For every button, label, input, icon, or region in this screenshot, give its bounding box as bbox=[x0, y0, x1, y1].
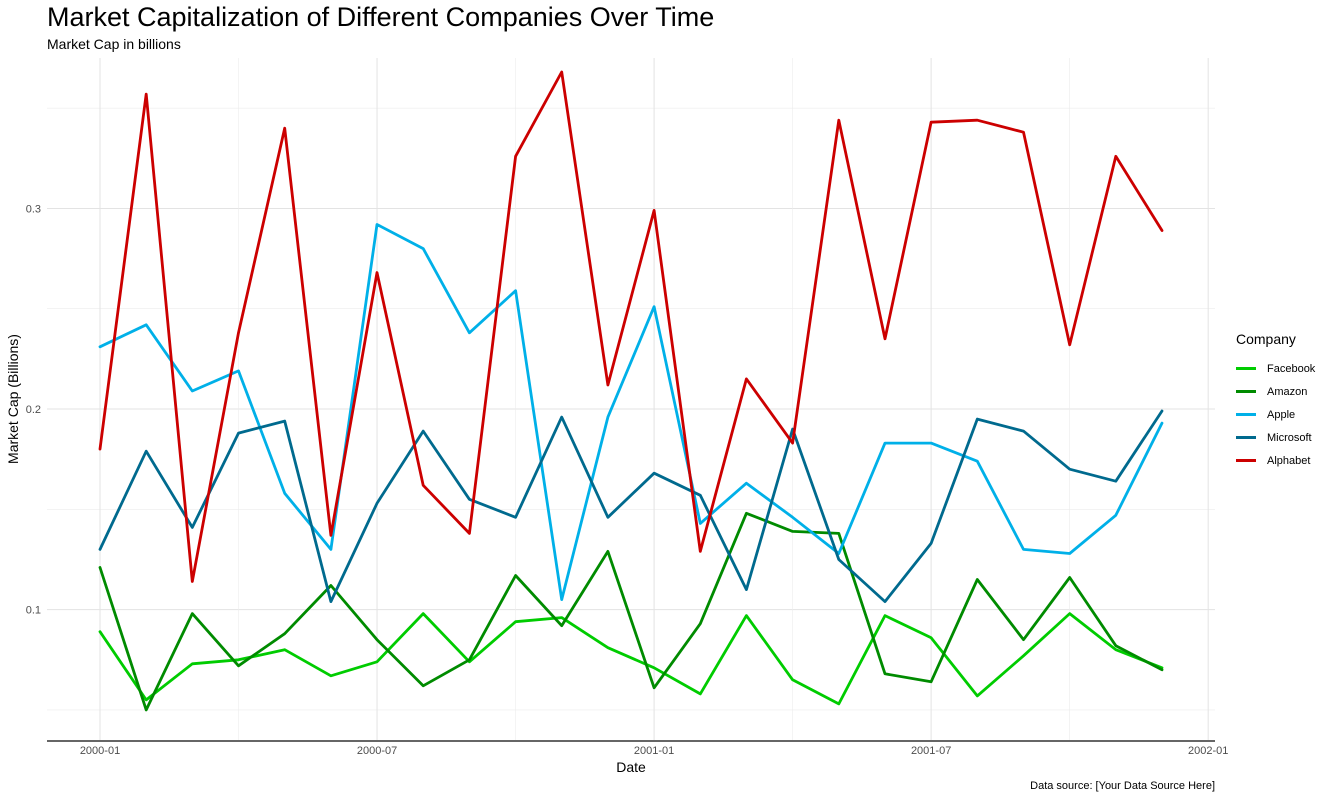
legend-label: Apple bbox=[1267, 408, 1296, 421]
legend-item-facebook: Facebook bbox=[1236, 357, 1315, 380]
series-line-microsoft bbox=[98, 409, 1164, 603]
legend-key bbox=[1236, 436, 1256, 439]
legend-label: Facebook bbox=[1267, 362, 1316, 375]
y-tick-label: 0.3 bbox=[26, 203, 41, 215]
x-tick-label: 2001-01 bbox=[634, 745, 674, 757]
x-tick-label: 2002-01 bbox=[1188, 745, 1228, 757]
y-axis-title: Market Cap (Billions) bbox=[5, 334, 21, 464]
x-tick-label: 2000-01 bbox=[80, 745, 120, 757]
legend: Company Facebook Amazon Apple Microsoft Alph… bbox=[1236, 331, 1315, 472]
x-tick-label: 2001-07 bbox=[911, 745, 951, 757]
y-tick-label: 0.1 bbox=[26, 605, 41, 617]
series-line-alphabet bbox=[98, 70, 1164, 583]
series-line-amazon bbox=[98, 511, 1164, 712]
x-tick-label: 2000-07 bbox=[357, 745, 397, 757]
series-line-apple bbox=[98, 223, 1164, 601]
legend-label: Alphabet bbox=[1267, 454, 1311, 467]
legend-label: Amazon bbox=[1267, 385, 1308, 398]
chart-title: Market Capitalization of Different Compa… bbox=[47, 2, 715, 32]
legend-item-apple: Apple bbox=[1236, 403, 1315, 426]
legend-label: Microsoft bbox=[1267, 431, 1312, 444]
data-source-caption: Data source: [Your Data Source Here] bbox=[1030, 780, 1215, 792]
y-tick-label: 0.2 bbox=[26, 404, 41, 416]
legend-item-microsoft: Microsoft bbox=[1236, 426, 1315, 449]
series-line-facebook bbox=[98, 612, 1164, 706]
legend-item-amazon: Amazon bbox=[1236, 380, 1315, 403]
legend-item-alphabet: Alphabet bbox=[1236, 449, 1315, 472]
chart-subtitle: Market Cap in billions bbox=[47, 36, 181, 52]
x-axis-title: Date bbox=[616, 759, 646, 775]
legend-key bbox=[1236, 413, 1256, 416]
legend-key bbox=[1236, 390, 1256, 393]
legend-key bbox=[1236, 367, 1256, 370]
legend-key bbox=[1236, 459, 1256, 462]
legend-title: Company bbox=[1236, 331, 1296, 347]
